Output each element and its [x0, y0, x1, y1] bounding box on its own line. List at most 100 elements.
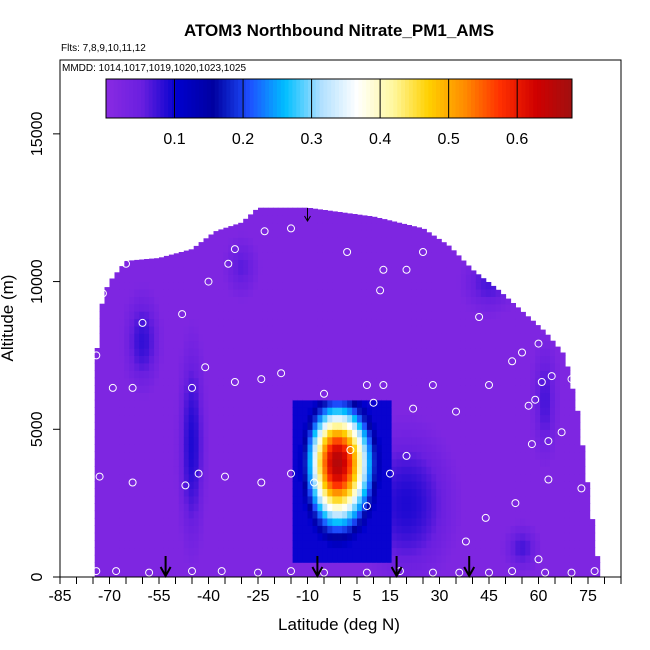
heat-cell: [154, 481, 160, 489]
colorbar-segment: [544, 79, 550, 118]
heat-cell: [154, 259, 160, 268]
heat-cell: [139, 333, 145, 342]
heat-cell: [238, 281, 244, 290]
heat-cell: [446, 399, 452, 408]
heat-cell: [460, 392, 467, 401]
heat-cell: [139, 318, 145, 327]
heat-cell: [535, 525, 541, 534]
heat-cell: [520, 547, 526, 556]
heat-cell: [475, 532, 482, 541]
heat-cell: [545, 436, 551, 445]
heat-cell: [550, 444, 556, 453]
heat-cell: [545, 466, 551, 475]
heat-cell: [525, 348, 531, 356]
heat-cell: [193, 348, 200, 356]
heat-cell: [178, 377, 185, 386]
heat-cell: [584, 482, 591, 489]
heat-cell: [361, 525, 368, 534]
heat-cell: [416, 532, 422, 541]
heat-cell: [327, 481, 333, 489]
heat-cell: [203, 377, 210, 386]
heat-cell: [500, 414, 507, 423]
heat-cell: [287, 303, 294, 312]
heat-cell: [154, 414, 160, 423]
heat-cell: [292, 259, 299, 268]
heat-cell: [446, 318, 452, 327]
heat-cell: [342, 540, 348, 549]
heat-cell: [371, 495, 378, 504]
heat-cell: [520, 377, 526, 386]
heat-cell: [361, 517, 368, 526]
heat-cell: [178, 525, 185, 534]
heat-cell: [361, 554, 368, 563]
heat-cell: [282, 436, 289, 445]
heat-cell: [178, 562, 185, 571]
heat-cell: [376, 244, 383, 253]
heat-cell: [218, 370, 224, 379]
heat-cell: [361, 229, 368, 238]
heat-cell: [248, 525, 254, 534]
heat-cell: [272, 355, 279, 364]
heat-cell: [277, 237, 284, 246]
heat-cell: [253, 237, 259, 246]
heat-cell: [520, 318, 526, 327]
heat-cell: [446, 540, 452, 549]
heat-cell: [396, 237, 403, 246]
heat-cell: [114, 274, 121, 283]
colorbar-tick-label: 0.5: [438, 131, 460, 148]
heat-cell: [470, 318, 477, 327]
heat-cell: [411, 554, 417, 563]
heat-cell: [361, 215, 368, 224]
heat-cell: [312, 318, 318, 327]
heat-cell: [490, 370, 497, 379]
heat-cell: [342, 495, 348, 504]
heat-cell: [208, 244, 215, 253]
heat-cell: [451, 525, 457, 534]
heat-cell: [332, 488, 338, 497]
heat-cell: [317, 348, 323, 356]
heat-cell: [545, 532, 551, 541]
heat-cell: [253, 266, 259, 275]
heat-cell: [366, 370, 373, 379]
heat-cell: [515, 562, 521, 571]
heat-cell: [465, 303, 472, 312]
heat-cell: [470, 495, 477, 504]
heat-cell: [500, 436, 507, 445]
heat-cell: [332, 370, 338, 379]
heat-cell: [381, 219, 388, 223]
heat-cell: [124, 414, 130, 423]
heat-cell: [436, 348, 442, 356]
heat-cell: [287, 244, 294, 253]
heat-cell: [416, 259, 422, 268]
heat-cell: [248, 407, 254, 416]
heat-cell: [456, 562, 462, 571]
heat-cell: [267, 274, 274, 283]
heat-cell: [248, 414, 254, 423]
heat-cell: [168, 355, 175, 364]
heat-cell: [277, 569, 284, 577]
heat-cell: [168, 370, 175, 379]
heat-cell: [560, 510, 566, 519]
x-tick-label: 30: [431, 588, 449, 605]
heat-cell: [456, 503, 462, 512]
heat-cell: [272, 259, 279, 268]
colorbar-segment: [160, 79, 165, 118]
heat-cell: [262, 229, 269, 238]
heat-cell: [495, 385, 502, 393]
heat-cell: [183, 562, 190, 571]
heat-cell: [99, 348, 106, 356]
heat-cell: [332, 237, 338, 246]
heat-cell: [416, 473, 422, 482]
colorbar-segment: [214, 79, 220, 118]
colorbar-tick-label: 0.1: [163, 131, 185, 148]
heat-cell: [485, 355, 492, 364]
heat-cell: [292, 407, 299, 416]
heat-cell: [233, 399, 239, 408]
heat-cell: [297, 451, 304, 460]
heat-cell: [396, 259, 403, 268]
heat-cell: [545, 399, 551, 408]
heat-cell: [495, 510, 502, 519]
sample-point: [379, 265, 388, 274]
heat-cell: [451, 348, 457, 356]
